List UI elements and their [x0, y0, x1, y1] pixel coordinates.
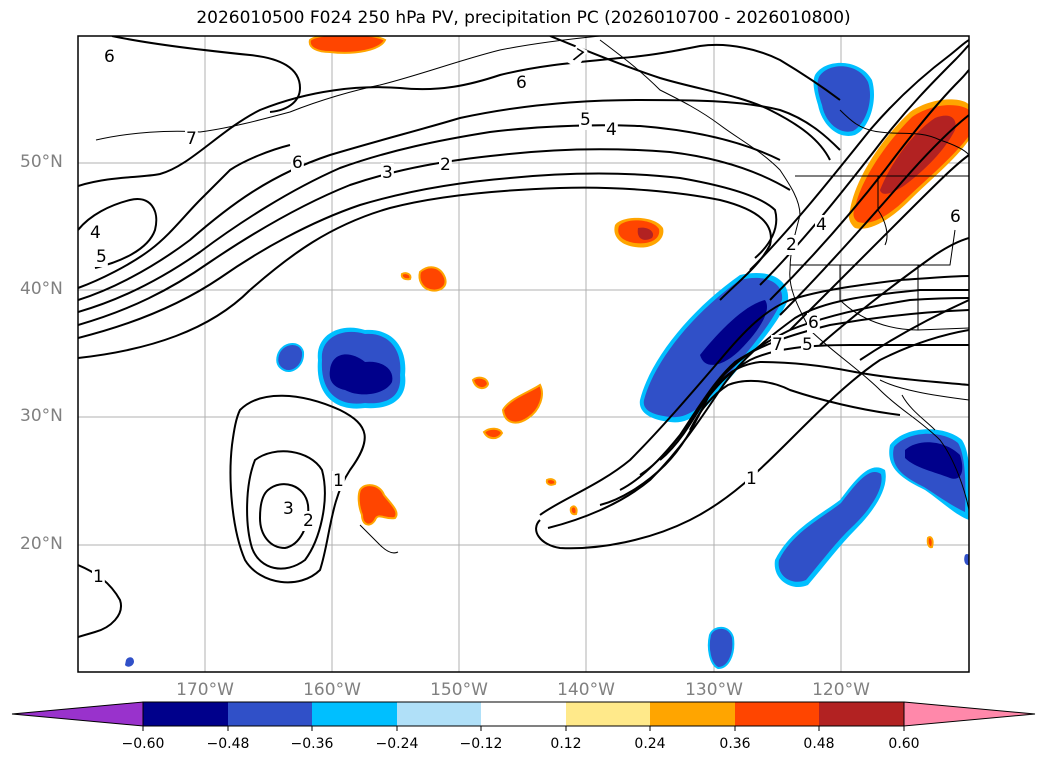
contour-label: 3 [382, 163, 393, 183]
contour-label-bg [745, 469, 758, 489]
contour-label: 6 [104, 47, 115, 67]
contour-label: 1 [93, 567, 104, 587]
contour-label-bg [807, 313, 820, 333]
colorbar-extend-max [903, 701, 1036, 727]
colorbar-tick: 0.12 [550, 736, 582, 752]
contour-label-bg [801, 335, 814, 355]
pv-contours [78, 36, 969, 638]
colorbar-bin [397, 702, 481, 726]
contour-label-bg [92, 567, 105, 587]
lat-label-50n: 50°N [20, 152, 63, 172]
contour-label-bg [579, 110, 592, 130]
colorbar-bin [228, 702, 312, 726]
colorbar-tick: −0.60 [121, 736, 165, 752]
contour-label: 5 [96, 247, 107, 267]
colorbar-bin [735, 702, 819, 726]
contour-label-bg [95, 247, 108, 267]
contour-label-bg [515, 73, 528, 93]
contour-label-bg [381, 163, 394, 183]
contour-label: 6 [950, 207, 961, 227]
contour-label-bg [566, 44, 588, 69]
contour-label-bg [771, 335, 784, 355]
contour-label-bg [815, 215, 828, 235]
map-title: 2026010500 F024 250 hPa PV, precipitatio… [196, 8, 851, 28]
colorbar-extend-min [11, 701, 144, 727]
contour-label: 7 [772, 335, 783, 355]
lon-label-150w: 150°W [430, 680, 488, 700]
contour-label: 1 [333, 471, 344, 491]
lon-label-160w: 160°W [303, 680, 361, 700]
contour-label: 2 [303, 511, 314, 531]
contour-label-bg [439, 155, 452, 175]
lon-label-170w: 170°W [176, 680, 234, 700]
contour-label-bg [949, 207, 962, 227]
colorbar-tick: 0.60 [888, 736, 920, 752]
colorbar-tick: −0.36 [290, 736, 334, 752]
contour-label: 6 [292, 153, 303, 173]
lon-label-120w: 120°W [812, 680, 870, 700]
precip-positive-areas [308, 36, 969, 549]
contour-label-bg [785, 235, 798, 255]
contour-label-bg [302, 511, 315, 531]
contour-label: 4 [606, 120, 617, 140]
lat-label-30n: 30°N [20, 406, 63, 426]
colorbar-tick: 0.48 [803, 736, 835, 752]
contour-label: 1 [746, 469, 757, 489]
contour-label-bg [291, 153, 304, 173]
contour-label-bg [103, 47, 116, 67]
colorbar-tick: 0.36 [719, 736, 751, 752]
colorbar-tick: 0.24 [634, 736, 666, 752]
lat-label-40n: 40°N [20, 279, 63, 299]
colorbar-bin [143, 702, 228, 726]
contour-label: 6 [516, 73, 527, 93]
colorbar-bin [481, 702, 566, 726]
colorbar-bin [566, 702, 650, 726]
colorbar-bin [819, 702, 904, 726]
contour-label: 5 [580, 110, 591, 130]
precip-negative-areas [125, 62, 969, 670]
contour-label-bg [282, 499, 295, 519]
lon-label-140w: 140°W [557, 680, 615, 700]
contour-label: 5 [802, 335, 813, 355]
colorbar-tick: −0.48 [206, 736, 250, 752]
contour-label: 4 [90, 223, 101, 243]
contour-label-bg [605, 120, 618, 140]
contour-label: 2 [440, 155, 451, 175]
contour-label: 2 [786, 235, 797, 255]
colorbar-tick: −0.24 [375, 736, 419, 752]
plot-frame [77, 35, 970, 673]
contour-label: 3 [283, 499, 294, 519]
colorbar-bin [312, 702, 397, 726]
contour-label: 4 [816, 215, 827, 235]
contour-label: 6 [808, 313, 819, 333]
colorbar-tick: −0.12 [459, 736, 503, 752]
colorbar [11, 701, 1036, 731]
colorbar-bin [650, 702, 735, 726]
contour-label: 7 [186, 129, 197, 149]
contour-label-bg [89, 223, 102, 243]
contour-label-bg [185, 129, 198, 149]
lon-label-130w: 130°W [685, 680, 743, 700]
lat-label-20n: 20°N [20, 534, 63, 554]
contour-label-bg [332, 471, 345, 491]
